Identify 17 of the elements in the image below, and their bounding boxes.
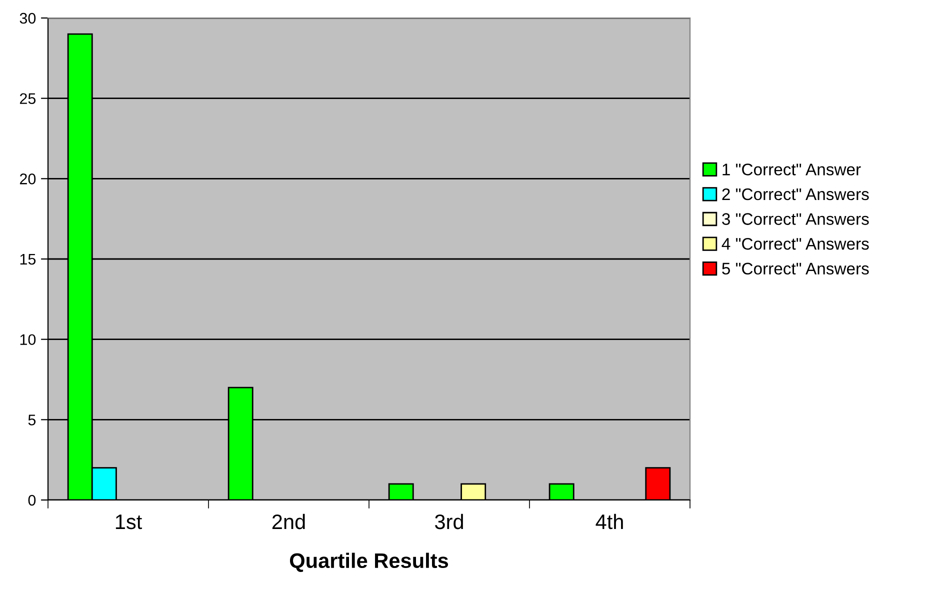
legend-label: 2 "Correct" Answers — [722, 188, 869, 200]
y-tick-label: 5 — [28, 414, 36, 426]
x-tick-label: 1st — [116, 514, 142, 530]
legend-label: 4 "Correct" Answers — [722, 238, 869, 250]
y-tick-label: 0 — [28, 494, 36, 506]
legend-label: 3 "Correct" Answers — [722, 213, 869, 225]
x-tick-label: 4th — [596, 514, 623, 530]
y-tick-label: 15 — [20, 254, 36, 265]
legend-label: 5 "Correct" Answers — [722, 262, 869, 275]
y-tick-label: 30 — [20, 12, 36, 24]
y-tick-label: 25 — [20, 93, 36, 104]
x-axis-title: Quartile Results — [290, 552, 448, 572]
y-tick-label: 20 — [20, 174, 36, 184]
legend-label: 1 "Correct" Answer — [722, 164, 861, 176]
x-tick-label: 2nd — [272, 514, 305, 530]
x-tick-label: 3rd — [434, 514, 463, 530]
y-tick-label: 10 — [20, 334, 36, 346]
